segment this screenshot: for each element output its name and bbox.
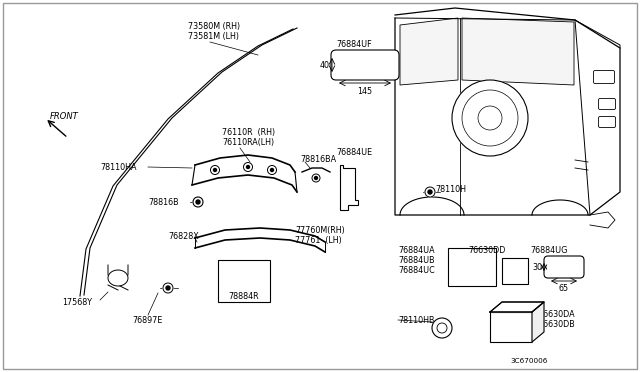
Bar (448, 248, 496, 286)
Circle shape (243, 163, 253, 171)
Text: 76884UB: 76884UB (398, 256, 435, 265)
Text: 76884UC: 76884UC (398, 266, 435, 275)
Circle shape (211, 166, 220, 174)
Text: 76630DD: 76630DD (468, 246, 506, 255)
Text: 76110R  (RH): 76110R (RH) (222, 128, 275, 137)
Circle shape (246, 166, 250, 169)
Text: 17568Y: 17568Y (62, 298, 92, 307)
Circle shape (271, 169, 273, 171)
Text: 78110HB: 78110HB (398, 316, 435, 325)
Text: 78816B: 78816B (148, 198, 179, 207)
Text: 40: 40 (320, 61, 330, 70)
Polygon shape (400, 18, 458, 85)
Text: 76110RA(LH): 76110RA(LH) (222, 138, 274, 147)
Text: 30: 30 (532, 263, 542, 272)
Polygon shape (490, 302, 544, 312)
Polygon shape (462, 18, 574, 85)
Circle shape (312, 174, 320, 182)
Circle shape (432, 318, 452, 338)
Circle shape (425, 187, 435, 197)
FancyBboxPatch shape (593, 71, 614, 83)
Text: 76884UF: 76884UF (336, 40, 372, 49)
Bar (490, 312, 532, 342)
FancyBboxPatch shape (544, 256, 584, 278)
Text: 78110HA: 78110HA (100, 163, 136, 172)
Polygon shape (532, 302, 544, 342)
Circle shape (428, 190, 432, 194)
Circle shape (452, 80, 528, 156)
Text: 78884R: 78884R (228, 292, 259, 301)
Circle shape (163, 283, 173, 293)
Text: 78110H: 78110H (435, 185, 466, 194)
Text: 78816BA: 78816BA (300, 155, 336, 164)
Text: 145: 145 (357, 87, 372, 96)
Text: 76630DB: 76630DB (538, 320, 575, 329)
Text: FRONT: FRONT (50, 112, 79, 121)
Text: 76828X: 76828X (168, 232, 199, 241)
Circle shape (437, 323, 447, 333)
Text: 65: 65 (559, 284, 569, 293)
Polygon shape (108, 270, 128, 286)
Text: 76897E: 76897E (133, 316, 163, 325)
Text: 76884UG: 76884UG (530, 246, 568, 255)
Circle shape (314, 176, 317, 180)
Bar (502, 258, 528, 284)
Circle shape (196, 200, 200, 204)
Text: 77761  (LH): 77761 (LH) (295, 236, 342, 245)
Circle shape (268, 166, 276, 174)
Text: 73581M (LH): 73581M (LH) (188, 32, 239, 41)
Polygon shape (340, 165, 358, 210)
Text: 3C670006: 3C670006 (510, 358, 547, 364)
Bar (218, 260, 270, 302)
FancyBboxPatch shape (598, 116, 616, 128)
FancyBboxPatch shape (598, 99, 616, 109)
Text: 77760M(RH): 77760M(RH) (295, 226, 345, 235)
FancyBboxPatch shape (331, 50, 399, 80)
Circle shape (214, 169, 216, 171)
Circle shape (166, 286, 170, 290)
Text: 73580M (RH): 73580M (RH) (188, 22, 240, 31)
Circle shape (193, 197, 203, 207)
Text: 76630DA: 76630DA (538, 310, 575, 319)
Text: 76884UA: 76884UA (398, 246, 435, 255)
Text: 76884UE: 76884UE (336, 148, 372, 157)
